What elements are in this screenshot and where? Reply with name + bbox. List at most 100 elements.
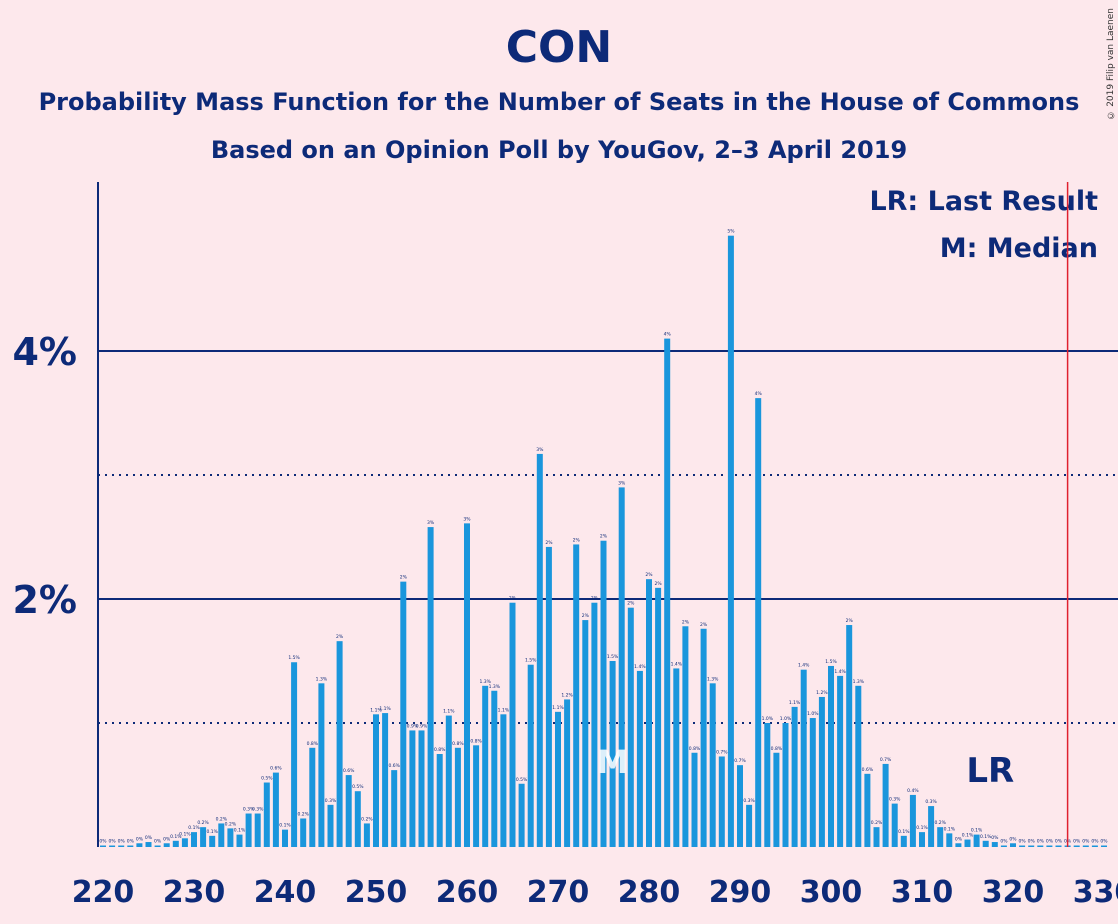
bar-label-258: 1.1%: [443, 709, 455, 715]
bar-266: [518, 783, 525, 847]
x-tick-label: 260: [436, 875, 499, 910]
bar-269: [545, 546, 552, 847]
bar-label-252: 0.6%: [388, 763, 400, 769]
bar-label-221: 0%: [109, 839, 117, 845]
bar-label-222: 0%: [118, 839, 126, 845]
bar-label-313: 0.1%: [944, 826, 956, 832]
bar-label-282: 4%: [664, 332, 672, 338]
bar-325: [1055, 845, 1062, 847]
bar-label-319: 0%: [1000, 839, 1008, 845]
bar-329: [1091, 845, 1098, 847]
bar-label-262: 1.3%: [479, 679, 491, 685]
bar-label-292: 4%: [755, 391, 763, 397]
bar-282: [664, 338, 671, 847]
bar-label-295: 1.0%: [780, 716, 792, 722]
bar-label-253: 2%: [400, 575, 408, 581]
bar-label-264: 1.1%: [498, 707, 510, 713]
bar-309: [909, 794, 916, 847]
bar-313: [946, 833, 953, 847]
bar-249: [363, 823, 370, 847]
bar-label-329: 0%: [1091, 839, 1099, 845]
bar-label-256: 3%: [427, 520, 435, 526]
bar-241: [291, 662, 298, 847]
bar-275: [600, 540, 607, 847]
bar-label-287: 1.3%: [707, 676, 719, 682]
bar-280: [646, 579, 652, 847]
bar-290: [737, 765, 743, 847]
bar-label-248: 0.5%: [352, 784, 364, 790]
bar-230: [191, 832, 197, 847]
bar-label-267: 1.5%: [525, 658, 537, 664]
bar-289: [727, 235, 734, 847]
bar-label-242: 0.2%: [297, 811, 309, 817]
bar-291: [746, 804, 753, 847]
bar-label-276: 1.5%: [607, 654, 619, 660]
bar-label-261: 0.8%: [470, 738, 482, 744]
bar-256: [427, 527, 434, 847]
bar-label-314: 0%: [955, 836, 963, 842]
bar-223: [127, 845, 134, 847]
bar-273: [582, 620, 589, 847]
bar-label-303: 1.3%: [853, 679, 865, 685]
y-tick-label: 2%: [12, 578, 77, 622]
bar-label-239: 0.6%: [270, 766, 282, 772]
bar-label-246: 2%: [336, 634, 344, 640]
bar-label-290: 0.7%: [734, 758, 746, 764]
x-tick-label: 270: [527, 875, 590, 910]
bar-244: [318, 683, 325, 847]
bar-label-306: 0.7%: [880, 757, 892, 763]
bar-283: [673, 668, 680, 847]
bar-label-260: 3%: [463, 516, 471, 522]
last-result-marker: LR: [966, 751, 1014, 791]
bar-label-315: 0.1%: [962, 833, 974, 839]
bar-292: [755, 398, 762, 847]
bar-label-286: 2%: [700, 622, 708, 628]
gridlines: [98, 350, 1118, 724]
bar-label-316: 0.1%: [971, 828, 983, 834]
bar-label-277: 3%: [618, 480, 626, 486]
bar-308: [900, 835, 907, 847]
bar-label-302: 2%: [846, 618, 854, 624]
bar-304: [864, 773, 871, 847]
bar-label-257: 0.8%: [434, 747, 446, 753]
bar-228: [172, 840, 179, 847]
bar-260: [464, 523, 470, 847]
bar-231: [200, 827, 207, 847]
bar-label-251: 1.1%: [379, 706, 391, 712]
bar-label-307: 0.3%: [889, 797, 901, 803]
bar-253: [400, 581, 407, 847]
bar-276: [609, 661, 616, 847]
bar-222: [118, 845, 125, 847]
bar-label-311: 0.3%: [925, 799, 937, 805]
x-tick-label: 250: [345, 875, 408, 910]
bar-252: [391, 770, 398, 847]
bar-233: [218, 823, 225, 847]
bar-label-327: 0%: [1073, 839, 1081, 845]
bar-label-249: 0.2%: [361, 816, 373, 822]
bar-label-291: 0.3%: [743, 798, 755, 804]
bar-label-310: 0.1%: [916, 825, 928, 831]
bar-label-226: 0%: [154, 839, 162, 845]
bar-label-255: 0.9%: [416, 723, 428, 729]
bar-label-323: 0%: [1037, 839, 1045, 845]
bar-label-273: 2%: [582, 613, 590, 619]
bar-287: [709, 683, 716, 847]
bar-label-266: 0.5%: [516, 777, 528, 783]
x-tick-label: 220: [72, 875, 135, 910]
bar-label-237: 0.3%: [252, 807, 264, 813]
bar-label-298: 1.0%: [807, 711, 819, 717]
bar-320: [1010, 843, 1016, 847]
bar-299: [818, 696, 825, 847]
bar-label-230: 0.1%: [188, 825, 200, 831]
bar-label-269: 2%: [545, 540, 553, 546]
bar-221: [109, 845, 116, 847]
bar-263: [491, 690, 498, 847]
bar-label-325: 0%: [1055, 839, 1063, 845]
bar-240: [282, 829, 288, 847]
bar-label-280: 2%: [645, 572, 653, 578]
bar-312: [937, 827, 944, 847]
bar-220: [100, 845, 106, 847]
bar-label-240: 0.1%: [279, 823, 291, 829]
bar-label-227: 0%: [163, 836, 171, 842]
bar-261: [473, 745, 480, 847]
